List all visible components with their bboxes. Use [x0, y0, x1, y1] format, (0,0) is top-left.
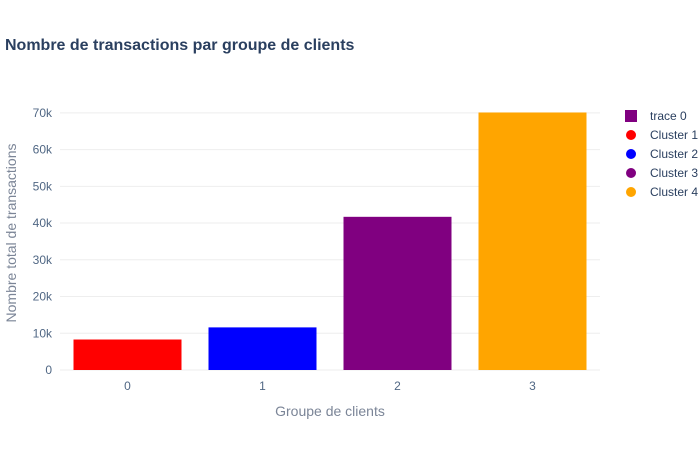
legend-circle-marker [626, 187, 636, 197]
legend-label: Cluster 3 [650, 166, 698, 180]
y-tick-label: 20k [33, 290, 53, 304]
x-tick-label: 1 [259, 379, 266, 393]
y-tick-label: 70k [33, 106, 53, 120]
legend-label: Cluster 4 [650, 185, 698, 199]
legend-label: Cluster 1 [650, 128, 698, 142]
bar-1[interactable] [208, 327, 317, 370]
legend-item-0[interactable]: trace 0 [625, 109, 687, 123]
bars[interactable] [73, 112, 587, 370]
legend[interactable]: trace 0 Cluster 1 Cluster 2 Cluster 3 Cluste… [625, 109, 698, 199]
bar-3[interactable] [478, 112, 587, 370]
x-tick-label: 2 [394, 379, 401, 393]
legend-circle-marker [626, 168, 636, 178]
bar-0[interactable] [73, 339, 182, 370]
y-tick-label: 40k [33, 216, 53, 230]
gridlines [60, 112, 600, 371]
legend-item-1[interactable]: Cluster 1 [626, 128, 698, 142]
bar-2[interactable] [343, 216, 452, 370]
chart-title: Nombre de transactions par groupe de cli… [5, 37, 355, 54]
legend-square-marker [625, 110, 637, 122]
legend-item-4[interactable]: Cluster 4 [626, 185, 698, 199]
y-tick-label: 0 [45, 363, 52, 377]
y-axis-ticks: 0 10k 20k 30k 40k 50k 60k 70k [33, 106, 53, 377]
y-tick-label: 60k [33, 143, 53, 157]
y-tick-label: 50k [33, 179, 53, 193]
legend-circle-marker [626, 149, 636, 159]
legend-circle-marker [626, 130, 636, 140]
legend-label: Cluster 2 [650, 147, 698, 161]
legend-item-2[interactable]: Cluster 2 [626, 147, 698, 161]
y-tick-label: 30k [33, 253, 53, 267]
x-axis-title: Groupe de clients [275, 403, 385, 419]
legend-item-3[interactable]: Cluster 3 [626, 166, 698, 180]
x-tick-label: 0 [124, 379, 131, 393]
legend-label: trace 0 [650, 109, 687, 123]
y-tick-label: 10k [33, 326, 53, 340]
x-tick-label: 3 [529, 379, 536, 393]
y-axis-title: Nombre total de transactions [3, 144, 19, 323]
x-axis-ticks: 0 1 2 3 [124, 379, 536, 393]
